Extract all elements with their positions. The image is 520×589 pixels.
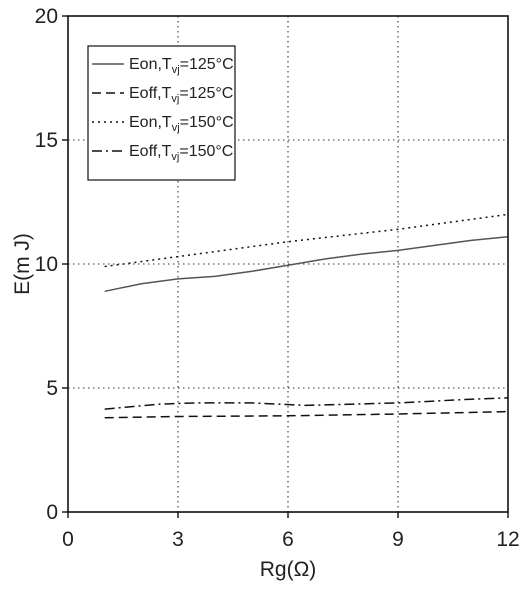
axis-ticks: 0 3 6 9 12 0 5 10 15 20 bbox=[35, 5, 520, 551]
series-line-2 bbox=[104, 410, 509, 419]
y-tick-label: 15 bbox=[35, 129, 58, 152]
x-axis-label: Rg(Ω) bbox=[260, 558, 317, 581]
legend-label: Eon,Tvj=125°C bbox=[129, 56, 234, 76]
legend: Eon,Tvj=125°C Eoff,Tvj=125°C Eon,Tvj=150°C… bbox=[87, 45, 236, 181]
series-line-4 bbox=[104, 397, 509, 410]
x-tick-label: 0 bbox=[62, 528, 74, 551]
y-axis-label: E(m J) bbox=[11, 233, 34, 295]
legend-label: Eoff,Tvj=125°C bbox=[129, 85, 233, 105]
legend-label: Eoff,Tvj=150°C bbox=[129, 143, 233, 163]
y-tick-label: 5 bbox=[46, 377, 58, 400]
y-tick-label: 10 bbox=[35, 253, 58, 276]
legend-label: Eon,Tvj=150°C bbox=[129, 114, 234, 134]
y-tick-label: 0 bbox=[46, 501, 58, 524]
x-tick-label: 12 bbox=[496, 528, 519, 551]
series-line-1 bbox=[104, 235, 509, 293]
x-tick-label: 6 bbox=[282, 528, 294, 551]
series-line-3 bbox=[104, 213, 509, 268]
series-lines bbox=[104, 213, 509, 419]
legend-box bbox=[87, 45, 236, 181]
y-tick-label: 20 bbox=[35, 5, 58, 28]
x-tick-label: 9 bbox=[392, 528, 404, 551]
x-tick-label: 3 bbox=[172, 528, 184, 551]
grid bbox=[68, 16, 508, 512]
